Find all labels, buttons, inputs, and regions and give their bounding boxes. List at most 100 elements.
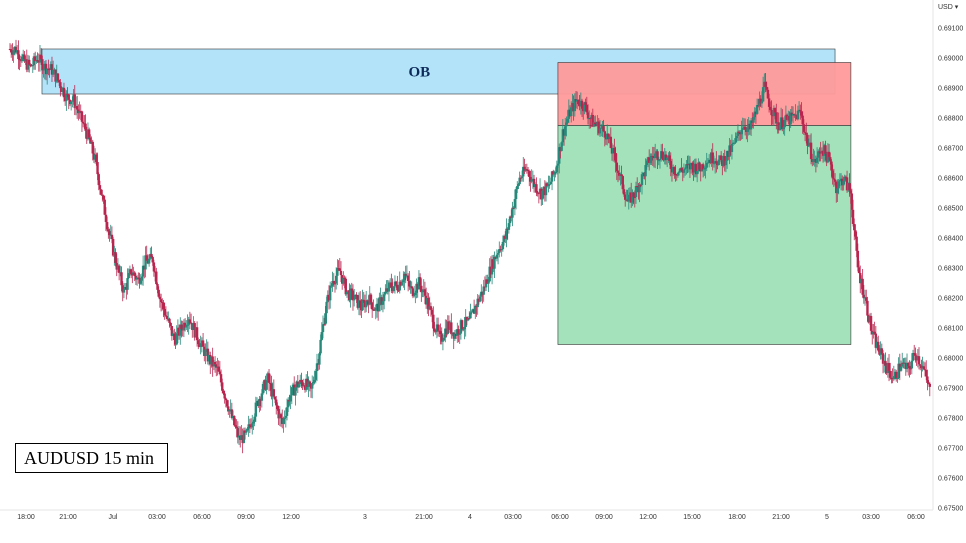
candle-body [704, 167, 707, 169]
candle-body [408, 280, 411, 287]
candle-body [369, 294, 373, 303]
candle-body [927, 382, 930, 384]
time-tick-label: 03:00 [862, 514, 880, 521]
candle-body [556, 163, 560, 166]
candle-body [453, 333, 457, 339]
candle-body [691, 162, 694, 166]
candle-body [42, 69, 45, 71]
candle-body [799, 109, 802, 112]
time-tick-label: 03:00 [504, 514, 522, 521]
time-tick-label: 12:00 [282, 514, 300, 521]
candle-body [322, 324, 326, 326]
candle-body [463, 326, 466, 330]
time-tick-label: 4 [468, 514, 472, 521]
candle-body [549, 181, 553, 185]
candle-body [140, 276, 144, 281]
candle-body [558, 147, 561, 164]
take-profit-zone[interactable] [557, 125, 852, 345]
candle-body [319, 339, 322, 354]
candle-body [156, 284, 159, 290]
candle-body [287, 399, 290, 408]
price-axis[interactable]: 0.69100 0.69000 0.68900 0.68800 0.68700 0.686… [938, 26, 963, 513]
candle-body [661, 151, 664, 158]
candle-body [730, 143, 734, 152]
candle-body [330, 285, 333, 287]
candle-body [789, 112, 792, 125]
candle-body [56, 73, 60, 81]
candle-body [50, 64, 54, 75]
candle-body [384, 291, 387, 295]
candle-body [460, 320, 464, 330]
candle-body [98, 185, 102, 190]
candle-body [120, 272, 123, 286]
candle-body [584, 102, 587, 106]
candle-body [51, 69, 55, 75]
candle-body [899, 366, 903, 371]
candle-body [737, 131, 741, 133]
candle-body [89, 137, 92, 144]
stop-loss-zone[interactable] [557, 62, 852, 126]
candle-body [501, 241, 505, 250]
candle-body [565, 122, 568, 127]
candle-body [919, 364, 922, 366]
candle-body [211, 356, 214, 367]
candle-body [627, 194, 630, 202]
candle-body [314, 371, 318, 380]
candle-body [410, 286, 413, 289]
candle-body [333, 283, 337, 285]
candle-body [664, 154, 668, 161]
candle-body [48, 69, 51, 71]
candle-body [500, 249, 503, 251]
candle-body [631, 192, 634, 203]
candle-body [338, 268, 341, 271]
candle-body [761, 87, 765, 102]
candle-body [135, 277, 139, 280]
candle-body [614, 153, 617, 163]
candle-body [325, 301, 328, 314]
time-tick-label: 18:00 [17, 514, 35, 521]
candle-body [169, 322, 172, 327]
currency-selector[interactable]: USD ▾ [938, 4, 959, 11]
time-axis[interactable]: 18:00 21:00 Jul 03:00 06:00 09:00 12:00 3 21:00 4… [17, 514, 925, 521]
candle-body [513, 199, 517, 208]
candle-body [594, 122, 597, 125]
candle-body [848, 183, 851, 191]
candle-body [719, 155, 723, 161]
candle-body [312, 382, 315, 384]
time-tick-label: 21:00 [772, 514, 790, 521]
price-tick-label: 0.69100 [938, 26, 963, 33]
candle-body [833, 179, 837, 182]
candle-body [321, 324, 325, 333]
candle-body [195, 327, 199, 341]
candle-body [253, 416, 256, 422]
candle-body [222, 390, 225, 394]
candle-body [185, 325, 188, 328]
candle-body [104, 214, 108, 223]
candle-body [248, 424, 252, 426]
candle-body [301, 382, 304, 387]
candle-body [358, 300, 362, 308]
candle-body [877, 341, 880, 351]
candle-body [227, 406, 230, 412]
candle-body [529, 176, 532, 182]
candle-body [133, 272, 136, 277]
candle-body [197, 340, 200, 345]
time-tick-label: 03:00 [148, 514, 166, 521]
candle-body [84, 123, 87, 131]
candle-body [470, 311, 473, 313]
candle-body [853, 223, 856, 231]
candle-body [247, 424, 250, 429]
candle-body [843, 176, 846, 181]
candle-body [855, 236, 858, 251]
candles-layer [8, 39, 932, 454]
candle-body [126, 278, 129, 290]
candle-body [600, 127, 603, 129]
candle-body [374, 307, 377, 311]
candle-body [96, 162, 99, 175]
candle-body [12, 50, 15, 55]
candle-body [909, 368, 912, 370]
candle-body [107, 229, 110, 232]
candle-body [639, 184, 642, 186]
candle-body [403, 273, 406, 281]
